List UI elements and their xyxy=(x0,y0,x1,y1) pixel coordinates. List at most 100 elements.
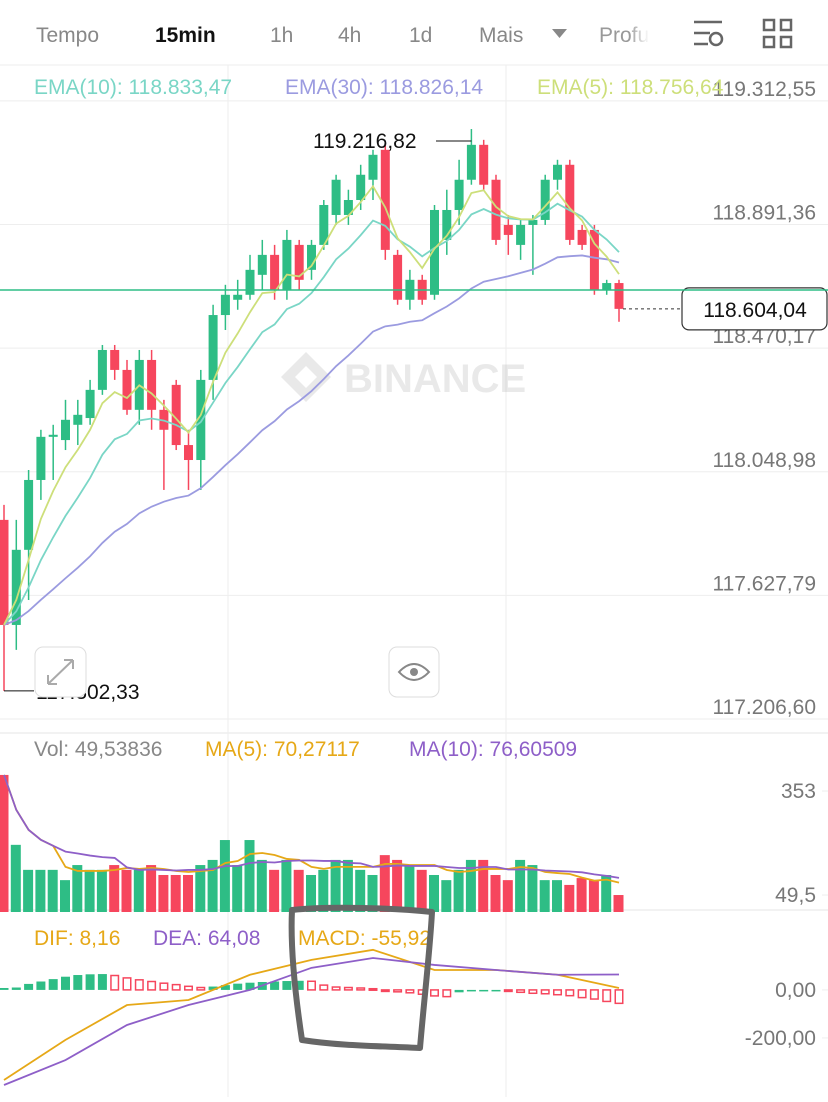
candle-body xyxy=(356,174,366,200)
macd-bar xyxy=(208,986,218,990)
volume-bar xyxy=(306,874,316,912)
tab[interactable]: 1h xyxy=(270,24,293,47)
volume-bar xyxy=(256,859,267,912)
macd-bar xyxy=(319,984,329,991)
candle-body xyxy=(208,315,218,380)
expand-button[interactable] xyxy=(34,646,87,698)
y-tick-label: 0,00 xyxy=(775,979,816,1002)
legend-entry: MA(10): 76,60509 xyxy=(409,738,577,761)
candle-body xyxy=(147,359,157,410)
candle-body xyxy=(270,254,280,290)
macd-bar xyxy=(442,989,452,998)
volume-bar xyxy=(379,855,390,912)
candle-body xyxy=(294,244,304,280)
volume-bar xyxy=(576,878,587,912)
volume-bar xyxy=(502,880,513,912)
macd-bar xyxy=(282,981,292,990)
candle-body xyxy=(491,179,501,240)
last-price-label: 118.604,04 xyxy=(703,299,807,322)
volume-bar xyxy=(404,865,415,912)
macd-bar xyxy=(36,981,46,990)
candle-body xyxy=(85,389,95,419)
macd-bar xyxy=(614,989,624,1005)
volume-bar xyxy=(133,869,144,912)
candle-body xyxy=(73,414,83,425)
legend-entry: DEA: 64,08 xyxy=(153,927,260,950)
watermark: BINANCE xyxy=(281,352,526,402)
y-tick-label: 117.206,60 xyxy=(712,696,816,719)
tab[interactable]: 4h xyxy=(338,24,361,47)
macd-bar xyxy=(540,989,550,995)
candle-body xyxy=(565,164,575,240)
volume-bar xyxy=(515,859,526,912)
settings-icon[interactable] xyxy=(694,20,724,47)
tab[interactable]: Tempo xyxy=(36,24,99,47)
macd-bar xyxy=(97,974,107,990)
candle-body xyxy=(48,434,58,437)
tab[interactable]: Mais xyxy=(479,24,523,47)
macd-bar xyxy=(393,989,403,993)
macd-bar xyxy=(405,989,415,994)
layout-icon[interactable] xyxy=(762,18,793,49)
macd-bar xyxy=(233,983,243,990)
y-tick-label: 118.891,36 xyxy=(712,202,816,225)
candle-body xyxy=(282,239,292,290)
ema-line xyxy=(3,184,620,626)
macd-bar xyxy=(602,989,612,1003)
macd-bar xyxy=(553,989,562,996)
legend-entry: EMA(5): 118.756,64 xyxy=(537,76,724,99)
candle-body xyxy=(479,144,489,185)
candle-body xyxy=(516,224,526,245)
volume-bar xyxy=(416,869,427,912)
volume-bar xyxy=(170,874,181,912)
tab[interactable]: 1d xyxy=(409,24,432,47)
candle-body xyxy=(122,369,132,410)
candle-body xyxy=(61,419,70,441)
legend-entry: Vol: 49,53836 xyxy=(34,738,162,761)
volume-bar xyxy=(269,869,280,912)
candle-body xyxy=(196,379,206,461)
macd-bar xyxy=(159,982,169,991)
y-tick-label: -200,00 xyxy=(745,1027,816,1050)
candle-body xyxy=(307,244,316,270)
volume-bar xyxy=(552,880,562,912)
candle-body xyxy=(331,179,341,215)
candle-body xyxy=(171,384,181,446)
toolbar: Tempo 15min 1h 4h 1d Mais Profu xyxy=(36,18,793,49)
tab[interactable]: Profu xyxy=(599,24,649,47)
volume-bar xyxy=(527,865,538,912)
candle-body xyxy=(97,349,107,390)
macd-bar xyxy=(516,989,526,994)
tab-active[interactable]: 15min xyxy=(155,24,216,47)
volume-bar xyxy=(588,880,599,912)
legend-entry: EMA(10): 118.833,47 xyxy=(34,76,232,99)
volume-bar xyxy=(121,869,132,912)
macd-bar xyxy=(73,975,83,990)
y-tick-label: 49,5 xyxy=(775,884,816,907)
candle-body xyxy=(393,254,403,300)
volume-bar xyxy=(10,844,21,912)
y-tick-label: 118.470,17 xyxy=(712,325,816,348)
y-tick-label: 118.048,98 xyxy=(712,449,816,472)
macd-bar xyxy=(454,989,464,993)
volume-bar xyxy=(490,874,501,912)
macd-bar xyxy=(134,979,144,991)
volume-bar xyxy=(72,865,83,912)
volume-bar xyxy=(429,874,439,912)
y-tick-label: 353 xyxy=(781,780,816,803)
macd-bar xyxy=(331,986,341,991)
candle-body xyxy=(602,283,612,290)
candle-body xyxy=(110,349,120,370)
macd-bar xyxy=(479,989,489,992)
volume-bar xyxy=(367,874,378,912)
volume-bar xyxy=(158,874,169,912)
volume-bar xyxy=(207,859,218,912)
candle-body xyxy=(454,179,464,210)
macd-bar xyxy=(343,986,353,991)
candle-body xyxy=(24,479,34,550)
volume-bar xyxy=(183,874,193,912)
macd-bar xyxy=(270,981,280,990)
eye-button[interactable] xyxy=(388,646,440,698)
macd-bar xyxy=(110,974,120,991)
